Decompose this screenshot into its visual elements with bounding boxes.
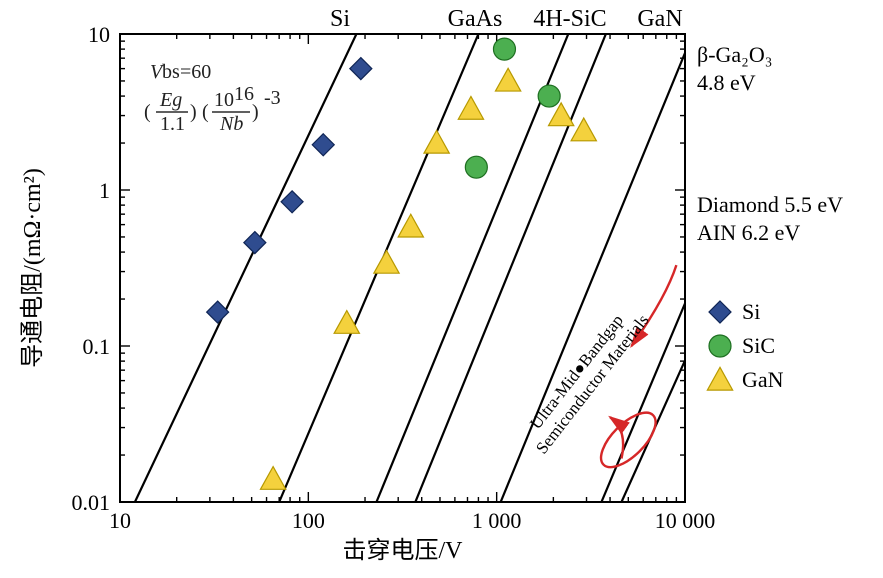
limit-line-label: GaAs <box>448 6 503 32</box>
data-point-Si <box>350 58 372 80</box>
data-point-GaN <box>571 118 596 141</box>
limit-line-label: 4H-SiC <box>533 6 606 32</box>
right-annotation: AIN 6.2 eV <box>697 220 800 245</box>
ultra-wide-bandgap-text: Ultra-Mid●BandgapSemiconductor Materials <box>516 298 652 457</box>
svg-text:10: 10 <box>214 89 234 111</box>
data-point-GaN <box>424 130 449 153</box>
y-axis-label: 导通电阻/(mΩ·cm²) <box>19 168 46 368</box>
data-point-SiC <box>538 85 560 107</box>
data-point-GaN <box>260 467 285 490</box>
right-annotation: Diamond 5.5 eV <box>697 192 843 217</box>
y-tick-label: 1 <box>99 178 110 203</box>
data-point-Si <box>312 134 334 156</box>
limit-line-label: Si <box>330 6 350 32</box>
data-point-GaN <box>398 214 423 237</box>
y-tick-label: 0.1 <box>83 334 111 359</box>
data-point-GaN <box>495 68 520 91</box>
data-point-GaN <box>458 96 483 119</box>
x-tick-label: 100 <box>292 508 325 533</box>
formula: Vbs=60(Eg1.1)(1016Nb)-3 <box>144 61 281 135</box>
y-tick-label: 0.01 <box>72 490 111 515</box>
svg-text:Eg: Eg <box>159 89 182 111</box>
svg-text:(: ( <box>202 101 209 123</box>
data-point-Si <box>244 232 266 254</box>
legend-marker-SiC <box>709 335 731 357</box>
x-tick-label: 10 000 <box>655 508 716 533</box>
svg-text:-3: -3 <box>264 87 281 109</box>
svg-text:=60: =60 <box>180 61 211 83</box>
data-point-Si <box>281 191 303 213</box>
svg-text:): ) <box>190 101 197 123</box>
x-tick-label: 1 000 <box>472 508 522 533</box>
x-axis-label: 击穿电压/V <box>343 537 464 564</box>
data-point-Si <box>207 301 229 323</box>
data-point-SiC <box>465 156 487 178</box>
x-tick-label: 10 <box>109 508 131 533</box>
data-point-GaN <box>374 250 399 273</box>
svg-text:(: ( <box>144 101 151 123</box>
right-annotation: 4.8 eV <box>697 70 756 95</box>
svg-text:bs: bs <box>162 61 180 83</box>
svg-text:1.1: 1.1 <box>160 113 185 135</box>
svg-text:): ) <box>252 101 259 123</box>
svg-text:Nb: Nb <box>219 113 243 135</box>
limit-line-label: GaN <box>637 6 682 32</box>
y-tick-label: 10 <box>88 22 110 47</box>
legend-label: SiC <box>742 333 775 358</box>
data-point-SiC <box>493 38 515 60</box>
legend-label: Si <box>742 299 760 324</box>
legend-marker-GaN <box>707 367 732 390</box>
legend-marker-Si <box>709 301 731 323</box>
legend-label: GaN <box>742 367 784 392</box>
right-annotation: β-Ga₂O₃ <box>697 42 772 67</box>
svg-text:16: 16 <box>234 83 254 105</box>
